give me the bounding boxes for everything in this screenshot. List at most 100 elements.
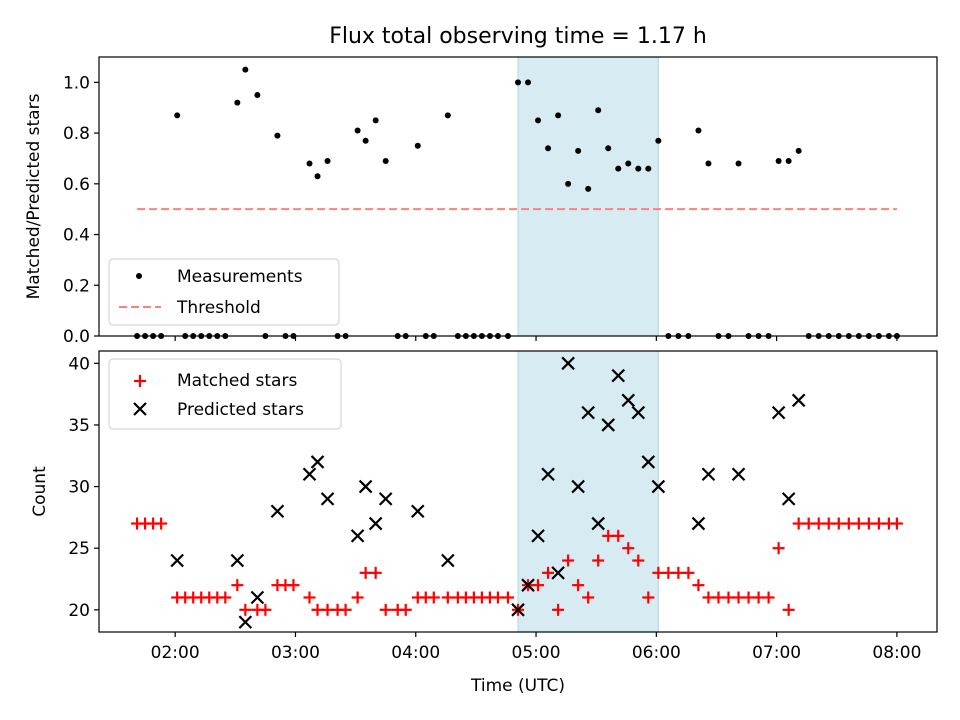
matched-point bbox=[311, 603, 324, 616]
matched-point bbox=[501, 591, 514, 604]
count-panel: 20 25 30 35 40 02:00 03:00 04:00 05:00 06:00 07:0… bbox=[30, 350, 938, 696]
measurement-point bbox=[234, 99, 241, 106]
matched-point bbox=[491, 591, 504, 604]
predicted-points bbox=[170, 356, 806, 629]
predicted-point bbox=[302, 467, 317, 482]
matched-point bbox=[592, 554, 605, 567]
matched-point bbox=[351, 591, 364, 604]
predicted-point bbox=[781, 492, 796, 506]
matched-point bbox=[822, 517, 835, 530]
y-tick-label: 20 bbox=[68, 601, 90, 621]
matched-point bbox=[702, 591, 715, 604]
y-tick-label: 1.0 bbox=[63, 73, 90, 93]
matched-point bbox=[832, 517, 845, 530]
matched-point bbox=[842, 517, 855, 530]
predicted-point bbox=[531, 529, 545, 543]
matched-point bbox=[692, 579, 705, 592]
matched-point bbox=[662, 566, 675, 579]
legend-measurements-label: Measurements bbox=[177, 267, 303, 287]
predicted-point bbox=[410, 504, 425, 518]
measurement-point bbox=[555, 112, 562, 119]
top-y-axis: 0.0 0.2 0.4 0.6 0.8 1.0 bbox=[63, 73, 99, 347]
chart-title: Flux total observing time = 1.17 h bbox=[329, 24, 707, 49]
legend-matched-label: Matched stars bbox=[177, 371, 297, 391]
measurement-point bbox=[565, 180, 572, 187]
top-legend-box bbox=[108, 258, 340, 326]
predicted-point bbox=[561, 356, 575, 371]
predicted-point bbox=[521, 578, 535, 592]
predicted-point bbox=[701, 467, 716, 482]
predicted-point bbox=[611, 368, 626, 383]
x-tick-label: 04:00 bbox=[391, 643, 440, 663]
matched-point bbox=[732, 591, 745, 604]
predicted-point bbox=[691, 516, 706, 531]
measurement-point bbox=[414, 142, 421, 149]
matched-point bbox=[802, 517, 815, 530]
bottom-y-axis: 20 25 30 35 40 bbox=[68, 354, 99, 621]
top-y-axis-label: Matched/Predicted stars bbox=[24, 93, 44, 299]
measurement-point bbox=[695, 127, 702, 134]
bottom-x-axis: 02:00 03:00 04:00 05:00 06:00 07:00 08:00 bbox=[151, 632, 921, 663]
predicted-point bbox=[591, 516, 605, 531]
measurement-point bbox=[575, 147, 582, 154]
measurement-point bbox=[775, 157, 782, 164]
predicted-point bbox=[368, 516, 383, 531]
bottom-legend-box bbox=[108, 358, 342, 430]
matched-point bbox=[642, 591, 655, 604]
matched-point bbox=[231, 579, 244, 592]
measurement-point bbox=[306, 160, 313, 167]
matched-point bbox=[441, 591, 454, 604]
predicted-point bbox=[310, 455, 325, 469]
matched-point bbox=[339, 603, 352, 616]
predicted-point bbox=[731, 467, 746, 482]
predicted-point bbox=[441, 553, 455, 568]
y-tick-label: 0.6 bbox=[63, 175, 90, 195]
y-tick-label: 0.8 bbox=[63, 124, 90, 144]
measurement-point bbox=[795, 147, 802, 154]
measurement-point bbox=[615, 165, 622, 172]
measurement-point bbox=[585, 185, 592, 192]
matched-point bbox=[792, 517, 805, 530]
y-tick-label: 0.2 bbox=[63, 276, 90, 296]
matched-point bbox=[542, 566, 555, 579]
predicted-point bbox=[350, 529, 365, 543]
measurement-point bbox=[645, 165, 652, 172]
ratio-panel: 0.0 0.2 0.4 0.6 0.8 1.0 Matched/Predicted sta… bbox=[24, 56, 938, 347]
matched-point bbox=[682, 566, 695, 579]
measurement-point bbox=[254, 92, 261, 99]
legend-matched-marker bbox=[134, 375, 146, 387]
matched-point bbox=[752, 591, 765, 604]
measurement-point bbox=[242, 66, 249, 73]
measurement-point bbox=[655, 137, 662, 144]
x-tick-label: 05:00 bbox=[512, 643, 561, 663]
matched-point bbox=[602, 529, 615, 542]
matched-point bbox=[219, 591, 232, 604]
top-legend: Measurements Threshold bbox=[108, 258, 340, 326]
bottom-axes-frame bbox=[98, 350, 938, 633]
matched-point bbox=[359, 566, 372, 579]
predicted-point bbox=[601, 418, 615, 432]
measurement-point bbox=[705, 160, 712, 167]
predicted-point bbox=[651, 479, 666, 494]
predicted-point bbox=[320, 492, 335, 506]
measurement-point bbox=[372, 117, 379, 124]
matched-points bbox=[131, 517, 903, 616]
observing-window-top bbox=[517, 56, 659, 337]
matched-point bbox=[852, 517, 865, 530]
matched-point bbox=[872, 517, 885, 530]
matched-point bbox=[572, 579, 585, 592]
matched-point bbox=[672, 566, 685, 579]
predicted-point bbox=[621, 393, 636, 408]
y-tick-label: 0.4 bbox=[63, 226, 90, 246]
bottom-y-axis-label: Count bbox=[30, 466, 50, 517]
matched-point bbox=[239, 603, 252, 616]
y-tick-label: 40 bbox=[68, 354, 90, 374]
matched-point bbox=[862, 517, 875, 530]
predicted-point bbox=[230, 553, 245, 568]
measurement-point bbox=[635, 165, 642, 172]
measurement-point bbox=[535, 117, 542, 124]
measurement-point bbox=[625, 160, 632, 167]
matched-point bbox=[399, 603, 412, 616]
x-tick-label: 06:00 bbox=[632, 643, 681, 663]
